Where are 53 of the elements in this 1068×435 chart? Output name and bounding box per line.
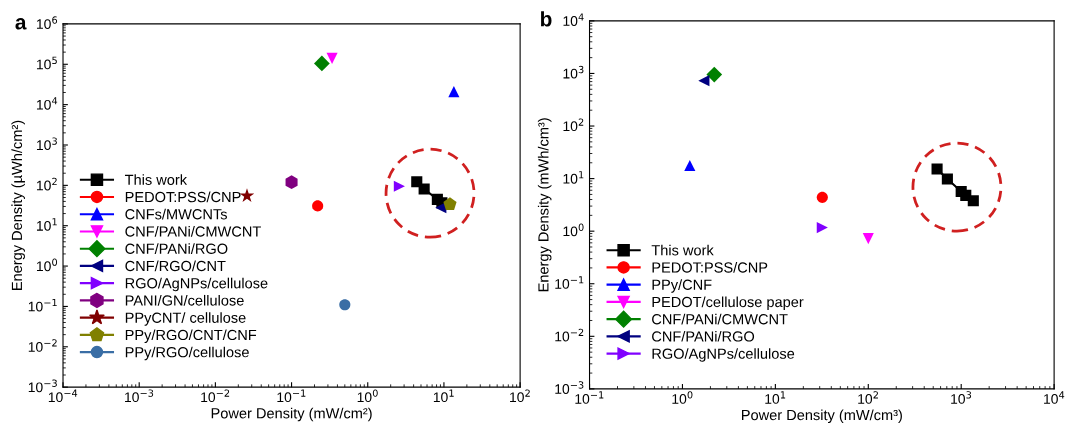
- legend-label: RGO/AgNPs/cellulose: [125, 277, 268, 292]
- legend-label: This work: [651, 244, 714, 256]
- x-tick-label: 10$^{0}$: [357, 389, 378, 403]
- y-tick-label: 10$^{2}$: [563, 118, 584, 132]
- y-tick-label: 10$^{4}$: [563, 13, 584, 26]
- legend-label: RGO/AgNPs/cellulose: [652, 348, 795, 362]
- chart-title: a: [15, 18, 27, 30]
- x-tick-label: 10$^{−1}$: [575, 391, 604, 404]
- x-axis-title: Power Density (mW/cm²): [211, 407, 372, 422]
- x-tick-label: 10$^{3}$: [951, 391, 972, 404]
- x-tick-label: 10$^{−1}$: [277, 389, 306, 403]
- y-tick-label: 10$^{−1}$: [555, 276, 584, 289]
- x-tick-label: 10$^{2}$: [510, 389, 530, 403]
- y-tick-label: 10$^{5}$: [36, 56, 57, 70]
- y-tick-label: 10$^{1}$: [563, 171, 584, 184]
- x-tick-label: 10$^{−3}$: [125, 389, 154, 403]
- y-tick-label: 10$^{0}$: [563, 223, 584, 237]
- x-axis-title: Power Density (mW/cm³): [742, 409, 902, 424]
- y-tick-label: 10$^{2}$: [36, 177, 57, 191]
- x-tick-label: 10$^{1}$: [433, 389, 454, 403]
- y-tick-label: 10$^{3}$: [36, 137, 57, 151]
- y-tick-label: 10$^{1}$: [36, 218, 57, 231]
- y-axis-title: Energy Density (mWh/cm³): [537, 118, 552, 292]
- legend-label: CNF/PANi/CMWCNT: [652, 313, 788, 325]
- y-tick-label: 10$^{−3}$: [555, 381, 584, 394]
- legend-label: PPy/CNF: [652, 279, 712, 293]
- x-tick-label: 10$^{4}$: [1044, 391, 1065, 404]
- legend-label: PEDOT:PSS/CNP: [125, 191, 241, 203]
- legend-label: PPy/RGO/cellulose: [125, 346, 249, 361]
- legend-label: CNF/RGO/CNT: [125, 260, 226, 272]
- x-tick-label: 10$^{−2}$: [201, 389, 230, 403]
- x-tick-label: 10$^{0}$: [672, 391, 693, 404]
- y-tick-label: 10$^{0}$: [36, 258, 58, 272]
- y-tick-label: 10$^{3}$: [563, 65, 584, 79]
- x-tick-label: 10$^{1}$: [765, 391, 786, 404]
- y-tick-label: 10$^{−2}$: [28, 339, 57, 352]
- legend-label: PEDOT:PSS/CNP: [652, 261, 768, 273]
- y-tick-label: 10$^{−2}$: [555, 328, 584, 342]
- legend-label: CNFs/MWCNTs: [125, 208, 227, 220]
- legend-label: PPyCNT/ cellulose: [125, 312, 246, 326]
- chart-title: b: [541, 11, 552, 27]
- x-tick-label: 10$^{2}$: [858, 391, 878, 404]
- legend-label: CNF/PANi/RGO: [125, 243, 228, 254]
- legend-label: PEDOT/cellulose paper: [652, 296, 804, 311]
- legend-label: CNF/PANi/CMWCNT: [125, 225, 261, 237]
- y-tick-label: 10$^{−1}$: [28, 298, 57, 312]
- legend-label: PPy/RGO/CNT/CNF: [125, 329, 257, 343]
- legend-label: CNF/PANi/RGO: [652, 330, 755, 342]
- legend-label: PANI/GN/cellulose: [125, 294, 244, 306]
- y-tick-label: 10$^{6}$: [36, 16, 58, 29]
- y-tick-label: 10$^{4}$: [36, 97, 58, 110]
- y-axis-title: Energy Density (µWh/cm²): [11, 120, 25, 290]
- legend-label: This work: [124, 174, 188, 185]
